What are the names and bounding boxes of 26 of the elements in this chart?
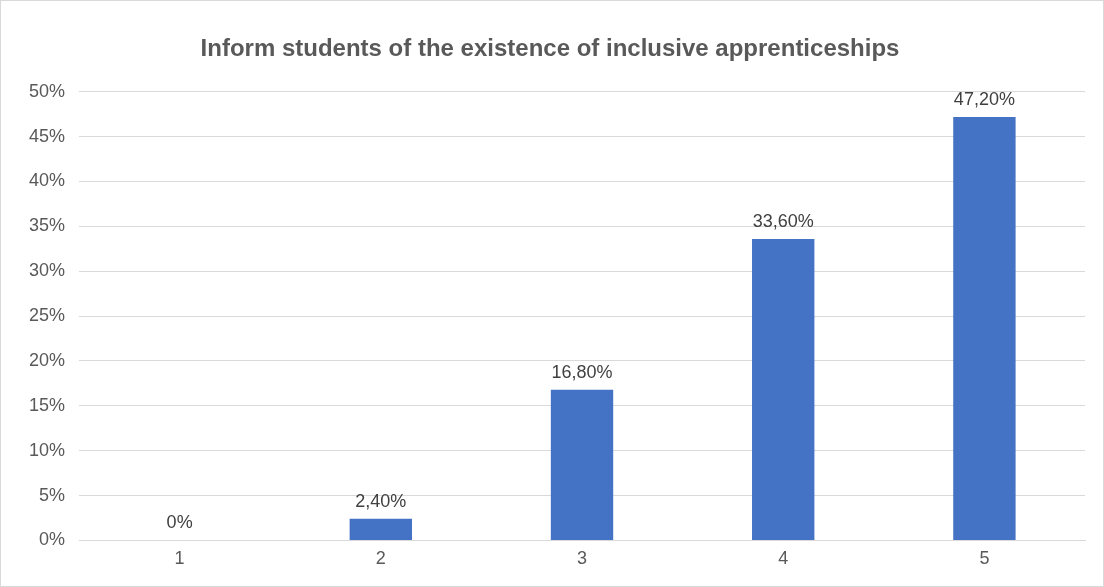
- data-label: 2,40%: [355, 490, 407, 511]
- x-tick-label: 2: [375, 548, 386, 569]
- x-tick-label: 3: [577, 548, 588, 569]
- x-tick-label: 5: [979, 548, 990, 569]
- y-tick-label: 35%: [29, 215, 66, 236]
- y-tick-label: 15%: [29, 394, 66, 415]
- data-label: 47,20%: [953, 88, 1015, 109]
- y-tick-label: 50%: [29, 80, 66, 101]
- data-label: 33,60%: [752, 210, 814, 231]
- y-tick-label: 0%: [39, 529, 66, 550]
- y-tick-label: 45%: [29, 125, 66, 146]
- bar: [349, 518, 412, 540]
- y-tick-label: 30%: [29, 260, 66, 281]
- y-tick-label: 10%: [29, 439, 66, 460]
- data-label: 0%: [166, 512, 193, 533]
- y-tick-label: 40%: [29, 170, 66, 191]
- chart-title: Inform students of the existence of inclusive apprenticeships: [200, 34, 900, 62]
- y-tick-label: 25%: [29, 305, 66, 326]
- y-tick-label: 20%: [29, 349, 66, 370]
- bar: [550, 389, 614, 540]
- data-label: 16,80%: [551, 361, 613, 382]
- bar: [752, 238, 815, 540]
- y-tick-label: 5%: [39, 484, 66, 505]
- x-tick-label: 1: [174, 548, 185, 569]
- bar: [953, 116, 1016, 540]
- x-tick-label: 4: [778, 548, 789, 569]
